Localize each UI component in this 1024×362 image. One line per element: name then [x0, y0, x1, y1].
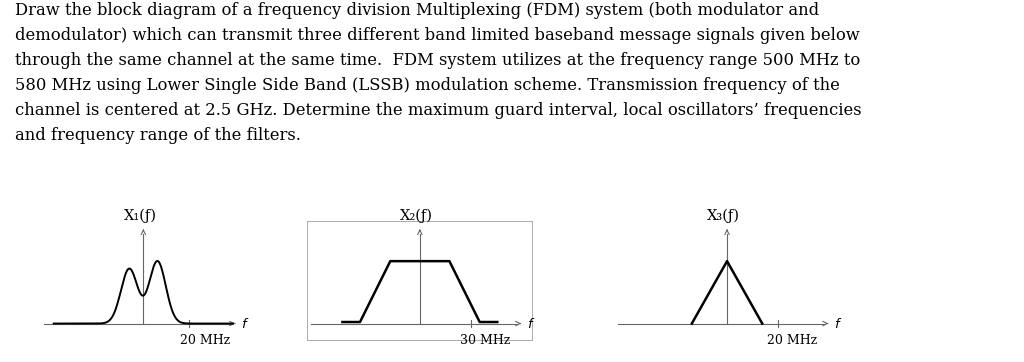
Text: X₁(ƒ): X₁(ƒ) [124, 209, 157, 223]
Text: 30 MHz: 30 MHz [460, 334, 510, 347]
Text: $\it{f}$: $\it{f}$ [527, 316, 536, 331]
Text: Draw the block diagram of a frequency division Multiplexing (FDM) system (both m: Draw the block diagram of a frequency di… [15, 2, 862, 144]
Text: 20 MHz: 20 MHz [180, 334, 230, 347]
Text: $\it{f}$: $\it{f}$ [241, 316, 249, 331]
Text: X₃(ƒ): X₃(ƒ) [707, 209, 740, 223]
Text: $\it{f}$: $\it{f}$ [834, 316, 843, 331]
Text: X₂(ƒ): X₂(ƒ) [399, 209, 433, 223]
Text: 20 MHz: 20 MHz [767, 334, 817, 347]
